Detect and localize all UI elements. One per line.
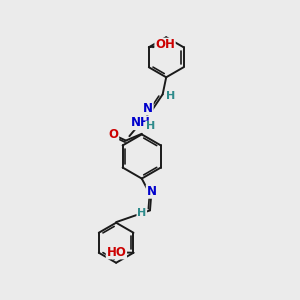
Text: H: H <box>166 91 176 101</box>
Text: H: H <box>146 122 155 131</box>
Text: NH: NH <box>131 116 151 129</box>
Text: OH: OH <box>155 38 175 51</box>
Text: N: N <box>146 185 157 198</box>
Text: HO: HO <box>106 246 126 259</box>
Text: N: N <box>143 102 153 115</box>
Text: H: H <box>137 208 146 218</box>
Text: O: O <box>109 128 118 141</box>
